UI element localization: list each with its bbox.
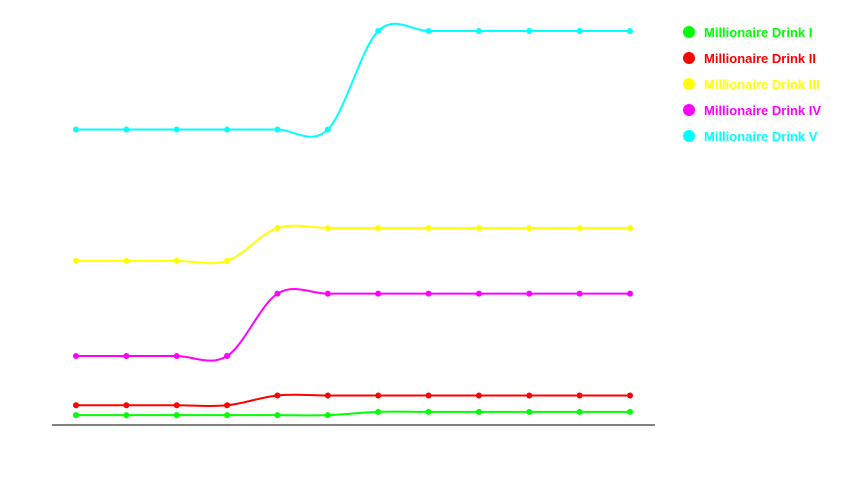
data-point [73,257,79,264]
data-point [576,290,583,297]
data-point [274,126,281,133]
data-point [123,412,130,419]
series-millionaire-drink-i [73,408,633,419]
data-point [173,402,180,409]
data-point [627,28,633,34]
legend-label: Millionaire Drink III [704,77,820,92]
data-point [627,392,633,399]
series-line [76,224,630,265]
legend-marker [683,130,695,142]
legend-item-millionaire-drink-iv: Millionaire Drink IV [683,103,821,118]
data-point [375,392,382,399]
data-point [526,392,533,399]
data-point [576,408,583,415]
plot-area [73,22,633,419]
data-point [627,408,633,415]
data-point [224,412,231,419]
legend-marker [683,104,695,116]
data-point [73,402,79,409]
series-line [75,288,630,362]
data-point [324,225,331,231]
legend-label: Millionaire Drink I [704,25,812,40]
legend-marker [683,78,695,90]
data-point [475,28,482,34]
legend-marker [683,52,695,64]
data-point [173,257,180,264]
legend-label: Millionaire Drink V [704,129,818,144]
legend-label: Millionaire Drink IV [704,103,821,118]
data-point [475,408,482,415]
data-point [173,126,180,133]
data-point [324,126,331,133]
data-point [73,353,79,360]
legend-marker [683,26,695,38]
data-point [576,392,583,399]
data-point [324,412,331,419]
data-point [274,412,281,419]
data-point [627,225,633,231]
data-point [173,353,180,360]
data-point [576,28,583,34]
data-point [224,126,231,133]
data-point [274,392,281,399]
data-point [475,392,482,399]
data-point [123,402,130,409]
legend-item-millionaire-drink-i: Millionaire Drink I [683,25,812,40]
data-point [224,353,231,360]
data-point [375,408,382,415]
legend: Millionaire Drink I Millionaire Drink II M… [683,25,821,144]
data-point [123,353,130,360]
legend-item-millionaire-drink-ii: Millionaire Drink II [683,51,816,66]
series-millionaire-drink-ii [73,392,633,409]
data-point [123,126,130,133]
data-point [475,290,482,297]
data-point [526,290,533,297]
series-line [76,410,630,417]
data-point [224,257,231,264]
legend-item-millionaire-drink-iii: Millionaire Drink III [683,77,820,92]
series-millionaire-drink-iii [73,224,633,265]
data-point [425,290,432,297]
data-point [123,257,130,264]
data-point [375,225,382,231]
series-line [76,393,630,408]
data-point [425,225,432,231]
data-point [526,408,533,415]
series-line [76,22,630,138]
legend-label: Millionaire Drink II [704,51,816,66]
data-point [526,225,533,231]
data-point [526,28,533,34]
data-point [425,392,432,399]
data-point [425,408,432,415]
data-point [274,290,281,297]
series-millionaire-drink-v [73,22,633,138]
data-point [475,225,482,231]
data-point [173,412,180,419]
data-point [73,126,79,133]
series-millionaire-drink-iv [73,288,633,362]
data-point [375,28,382,34]
data-point [425,28,432,34]
data-point [274,225,281,231]
data-point [627,290,633,297]
data-point [324,392,331,399]
legend-item-millionaire-drink-v: Millionaire Drink V [683,129,818,144]
data-point [73,412,79,419]
data-point [324,290,331,297]
data-point [224,402,231,409]
data-point [375,290,382,297]
data-point [576,225,583,231]
